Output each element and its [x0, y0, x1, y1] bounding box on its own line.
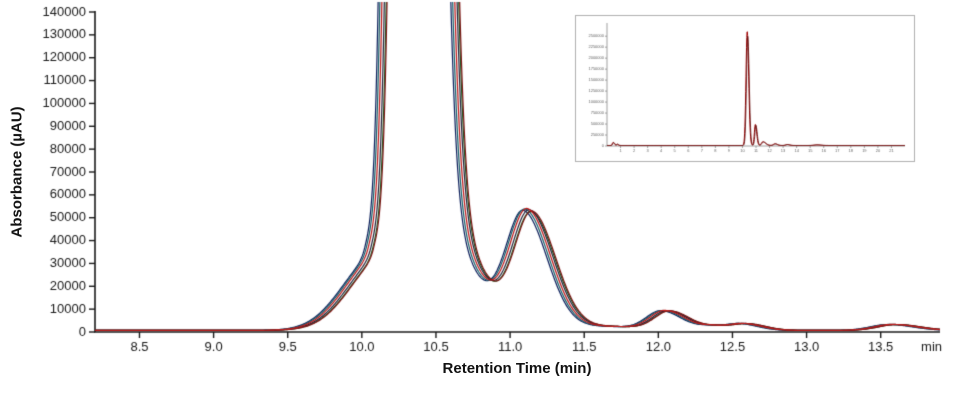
x-axis-title: Retention Time (min) [442, 360, 592, 377]
inset-chart [575, 15, 915, 162]
y-axis-title: Absorbance (µAU) [8, 106, 26, 238]
